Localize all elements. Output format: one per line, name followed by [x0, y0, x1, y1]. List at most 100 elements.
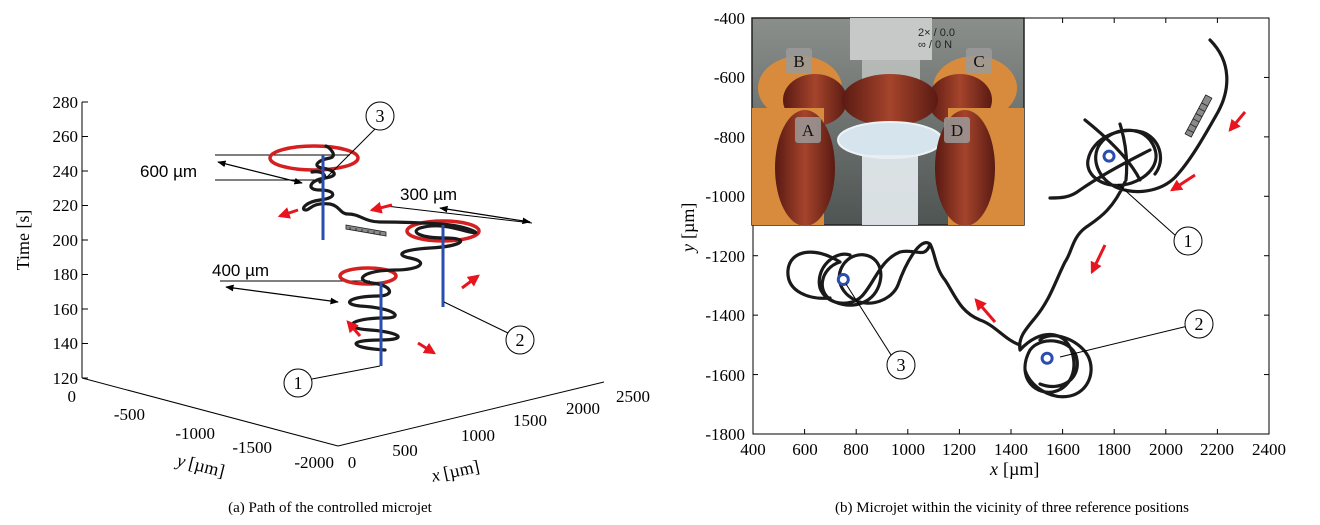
dimension-arrow-400	[225, 284, 339, 305]
y-tick-label: -1800	[705, 425, 745, 444]
x-tick-label: 800	[843, 440, 869, 459]
y-tick-label: -1200	[705, 247, 745, 266]
marker-2: 2	[1059, 309, 1214, 358]
z-tick-label: 260	[53, 127, 79, 146]
y-axis-var: y	[678, 244, 698, 254]
z-axis-label: Time [s]	[13, 210, 33, 271]
left-3d-plot: 280 260 240 220 200 180 160 140 120 Time…	[13, 93, 650, 486]
dimension-arrow-600	[217, 160, 303, 185]
svg-text:2: 2	[1195, 314, 1204, 334]
microjet-glyph	[345, 224, 387, 237]
microjet-glyph	[1184, 94, 1213, 138]
x-axis-unit: [µm]	[1003, 459, 1039, 479]
direction-arrows	[974, 111, 1247, 323]
reference-position-3	[836, 272, 850, 286]
svg-text:D: D	[951, 121, 963, 140]
x-axis-line	[337, 381, 605, 447]
reference-position-2	[1040, 351, 1054, 365]
inset-label-a: A	[795, 117, 821, 143]
y-tick-label: -1000	[175, 424, 215, 443]
y-axis-title: y [µm]	[173, 450, 227, 482]
marker-3: 3	[325, 101, 395, 179]
svg-text:3: 3	[897, 355, 906, 375]
y-tick-label: -1400	[705, 306, 745, 325]
x-tick-label: 1800	[1097, 440, 1131, 459]
x-tick-label: 1000	[461, 426, 495, 445]
z-tick-label: 140	[53, 334, 79, 353]
y-axis-line	[81, 377, 339, 447]
objective-text: 2× / 0.0	[918, 27, 955, 39]
x-tick-label: 2000	[1149, 440, 1183, 459]
svg-text:1: 1	[1184, 231, 1193, 251]
marker-3: 3	[845, 283, 916, 380]
caption-b: (b) Microjet within the vicinity of thre…	[835, 500, 1189, 516]
marker-1: 1	[1117, 183, 1203, 256]
reference-circle-3	[268, 144, 360, 172]
inset-label-d: D	[944, 117, 970, 143]
reference-circle-1	[338, 266, 398, 286]
x-tick-label: 500	[392, 441, 418, 460]
y-axis-var: y	[173, 450, 188, 472]
objective-text: ∞ / 0 N	[918, 39, 952, 51]
reference-position-1	[1102, 149, 1116, 163]
microjet-path-3d	[301, 144, 478, 352]
y-axis-title: y [µm]	[678, 203, 698, 254]
x-tick-label: 1000	[891, 440, 925, 459]
svg-text:B: B	[793, 52, 804, 71]
z-tick-marks	[82, 101, 88, 379]
y-tick-label: -400	[714, 9, 745, 28]
reference-markers	[836, 149, 1116, 365]
x-tick-label: 0	[348, 453, 357, 472]
x-axis-title: x [µm]	[989, 459, 1039, 479]
svg-text:1: 1	[294, 373, 303, 393]
x-axis-var: x	[989, 459, 998, 479]
x-tick-label: 400	[740, 440, 766, 459]
x-tick-label: 600	[792, 440, 818, 459]
y-tick-label: -600	[714, 68, 745, 87]
y-tick-label: -800	[714, 128, 745, 147]
y-tick-label: 0	[68, 387, 77, 406]
microjet-trajectory	[786, 38, 1229, 399]
z-tick-label: 200	[53, 231, 79, 250]
inset-label-b: B	[786, 48, 812, 74]
x-tick-label: 1400	[994, 440, 1028, 459]
x-tick-label: 2200	[1200, 440, 1234, 459]
inset-photo: 2× / 0.0 ∞ / 0 N B C	[751, 17, 1025, 226]
y-axis-unit: [µm]	[678, 203, 698, 239]
x-axis-title: x [µm]	[429, 456, 481, 486]
x-tick-label: 1200	[942, 440, 976, 459]
svg-text:3: 3	[376, 106, 385, 126]
z-tick-label: 160	[53, 300, 79, 319]
petri-dish	[837, 121, 943, 159]
svg-text:C: C	[973, 52, 984, 71]
svg-text:A: A	[802, 121, 815, 140]
annotation-600: 600 µm	[140, 162, 197, 181]
y-axis-unit: [µm]	[187, 453, 227, 481]
z-tick-label: 120	[53, 369, 79, 388]
marker-1: 1	[283, 365, 381, 398]
z-tick-label: 240	[53, 162, 79, 181]
inset-label-c: C	[966, 48, 992, 74]
annotation-400: 400 µm	[212, 261, 269, 280]
dimension-arrow-300	[439, 205, 531, 225]
x-tick-label: 2500	[616, 387, 650, 406]
y-tick-label: -500	[114, 405, 145, 424]
marker-2: 2	[443, 301, 535, 355]
svg-text:2: 2	[516, 330, 525, 350]
caption-a: (a) Path of the controlled microjet	[228, 500, 433, 516]
z-tick-label: 180	[53, 265, 79, 284]
x-tick-label: 2000	[566, 399, 600, 418]
x-axis-unit: [µm]	[441, 456, 481, 483]
x-tick-label: 2400	[1252, 440, 1286, 459]
y-tick-label: -1600	[705, 366, 745, 385]
annotation-300: 300 µm	[400, 185, 457, 204]
y-tick-label: -1500	[232, 438, 272, 457]
objective-lens	[850, 18, 932, 60]
z-tick-label: 280	[53, 93, 79, 112]
y-tick-label: -2000	[294, 453, 334, 472]
direction-arrows	[277, 201, 480, 355]
x-axis-var: x	[429, 464, 442, 485]
x-tick-label: 1500	[513, 411, 547, 430]
z-tick-label: 220	[53, 196, 79, 215]
